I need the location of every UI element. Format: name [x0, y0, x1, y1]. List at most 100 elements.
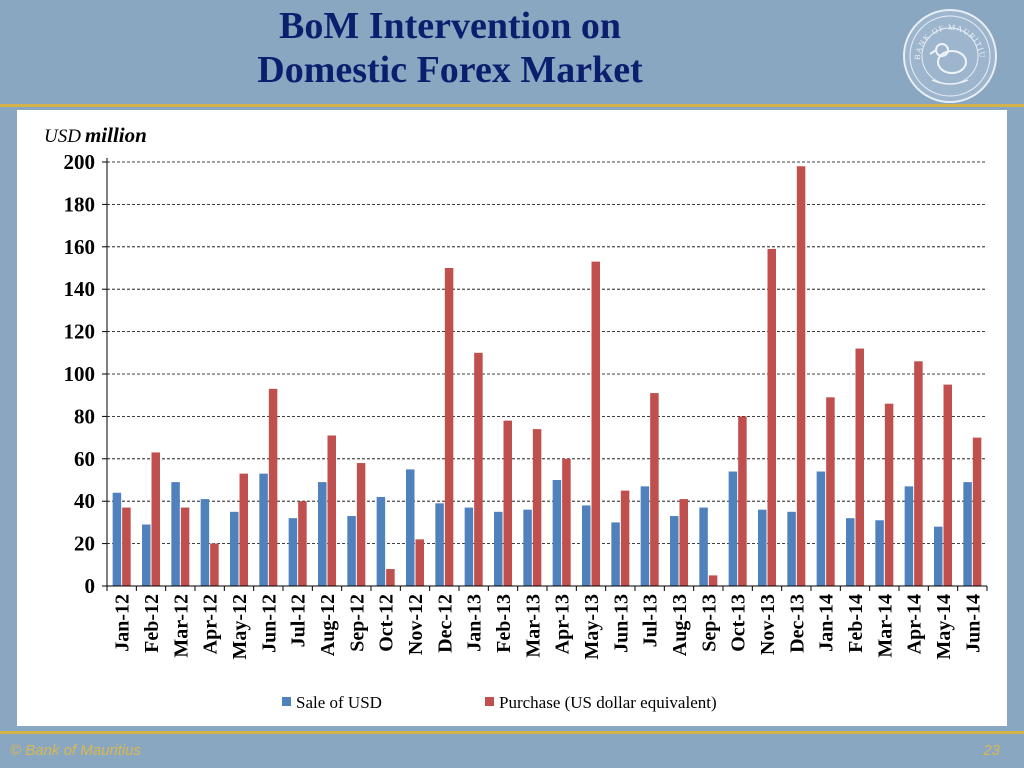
bars [112, 166, 982, 587]
x-tick-label: Apr-13 [552, 594, 574, 654]
bar-purchase-may-13 [591, 261, 600, 586]
x-tick-label: Dec-12 [434, 594, 456, 653]
bar-purchase-mar-14 [884, 403, 894, 586]
bar-sale-mar-14 [875, 520, 884, 586]
bar-sale-mar-13 [523, 509, 532, 586]
x-tick-label: Feb-13 [493, 594, 515, 653]
y-tick-label: 100 [64, 362, 96, 386]
bar-purchase-jan-12 [122, 507, 131, 586]
bar-sale-aug-12 [318, 482, 327, 586]
bar-sale-apr-14 [904, 486, 914, 586]
legend-label-sale: Sale of USD [296, 693, 382, 712]
x-tick-label: Dec-13 [786, 594, 808, 653]
bar-sale-jan-13 [464, 507, 474, 586]
bar-sale-jan-12 [112, 492, 122, 586]
bar-sale-jun-12 [259, 473, 268, 586]
x-tick-label: Jan-13 [464, 594, 486, 652]
x-tick-label: Sep-12 [346, 594, 368, 652]
x-tick-label: Jan-14 [816, 594, 838, 652]
bar-purchase-oct-13 [738, 416, 747, 586]
legend-swatch-sale [282, 697, 291, 706]
x-tick-label: Nov-13 [757, 594, 779, 655]
slide-title: BoM Intervention on Domestic Forex Marke… [0, 4, 900, 92]
bar-purchase-apr-13 [562, 458, 571, 586]
bar-purchase-feb-12 [151, 452, 160, 586]
bar-sale-apr-12 [200, 499, 210, 586]
bar-purchase-feb-13 [503, 420, 512, 586]
bar-purchase-feb-14 [855, 348, 864, 586]
bar-purchase-jun-13 [620, 490, 630, 586]
bar-purchase-nov-13 [767, 248, 776, 587]
bar-sale-feb-13 [494, 511, 503, 586]
x-tick-label: Aug-13 [669, 594, 691, 656]
bar-purchase-apr-14 [914, 361, 923, 586]
bar-purchase-jan-13 [474, 352, 483, 586]
bar-sale-jun-13 [611, 522, 620, 586]
x-tick-label: Oct-13 [728, 594, 750, 652]
legend-swatch-purchase [485, 697, 494, 706]
bar-purchase-may-12 [239, 473, 248, 586]
bar-purchase-sep-13 [708, 575, 718, 586]
bar-purchase-jun-14 [972, 437, 982, 586]
bar-purchase-jun-12 [268, 388, 278, 586]
bar-purchase-nov-12 [415, 539, 424, 586]
x-tick-label: Jun-12 [258, 594, 280, 653]
forex-intervention-chart: USD million 0 20 40 60 80 100 120 140 160 180 200 J… [44, 123, 988, 712]
x-tick-label: May-14 [933, 594, 955, 660]
bar-purchase-aug-12 [327, 435, 336, 586]
legend-label-purchase: Purchase (US dollar equivalent) [499, 693, 717, 712]
title-line-1: BoM Intervention on [279, 5, 621, 47]
bar-purchase-mar-13 [532, 429, 542, 586]
footer-divider [0, 731, 1024, 734]
bar-purchase-jan-14 [826, 397, 835, 586]
bar-sale-sep-12 [347, 516, 356, 586]
bar-sale-mar-12 [171, 482, 180, 586]
y-tick-label: 200 [64, 150, 96, 174]
y-tick-label: 60 [74, 447, 95, 471]
x-tick-label: Sep-13 [698, 594, 720, 652]
bar-sale-apr-13 [552, 480, 562, 586]
chart-panel: USD million 0 20 40 60 80 100 120 140 160 180 200 J… [17, 110, 1007, 726]
y-tick-label: 140 [64, 277, 96, 301]
bar-purchase-dec-13 [796, 166, 806, 587]
x-tick-label: Mar-14 [874, 594, 896, 658]
bar-sale-feb-14 [846, 518, 855, 586]
x-tick-label: Apr-12 [200, 594, 222, 654]
x-tick-label: Aug-12 [317, 594, 339, 656]
bar-sale-may-12 [230, 511, 239, 586]
bar-sale-nov-13 [758, 509, 767, 586]
bar-sale-oct-12 [376, 496, 386, 586]
title-line-2: Domestic Forex Market [257, 49, 643, 91]
x-tick-label: Feb-12 [141, 594, 163, 653]
bar-purchase-sep-12 [356, 463, 366, 586]
x-tick-label: Jul-13 [640, 594, 662, 647]
y-tick-label: 160 [64, 235, 96, 259]
x-axis-ticks: Jan-12 Feb-12 Mar-12 Apr-12 May-12 Jun-12 Jul-… [106, 586, 988, 660]
bar-sale-aug-13 [670, 516, 679, 586]
axes [106, 158, 987, 587]
y-unit-label: USD million [44, 123, 147, 147]
bar-sale-jul-13 [640, 486, 650, 586]
x-tick-label: Nov-12 [405, 594, 427, 655]
x-tick-label: Feb-14 [845, 594, 867, 653]
bar-sale-jan-14 [816, 471, 826, 586]
gridlines [107, 161, 987, 545]
x-tick-label: Jun-13 [610, 594, 632, 653]
bar-purchase-jul-13 [650, 393, 659, 586]
x-tick-label: Mar-12 [170, 594, 192, 658]
bar-sale-may-14 [934, 526, 943, 586]
legend: Sale of USD Purchase (US dollar equivale… [282, 693, 717, 712]
x-tick-label: Jul-12 [288, 594, 310, 647]
x-tick-label: Mar-13 [522, 594, 544, 658]
copyright-text: © Bank of Mauritius [10, 742, 142, 759]
bar-purchase-may-14 [943, 384, 952, 586]
bar-sale-may-13 [582, 505, 591, 586]
y-tick-label: 120 [64, 320, 96, 344]
y-tick-label: 180 [64, 192, 96, 216]
y-tick-label: 20 [74, 532, 95, 556]
x-tick-label: May-13 [581, 594, 603, 660]
bar-sale-sep-13 [699, 507, 708, 586]
x-tick-label: Jan-12 [112, 594, 134, 652]
y-tick-label: 80 [74, 404, 95, 428]
bar-sale-oct-13 [728, 471, 738, 586]
